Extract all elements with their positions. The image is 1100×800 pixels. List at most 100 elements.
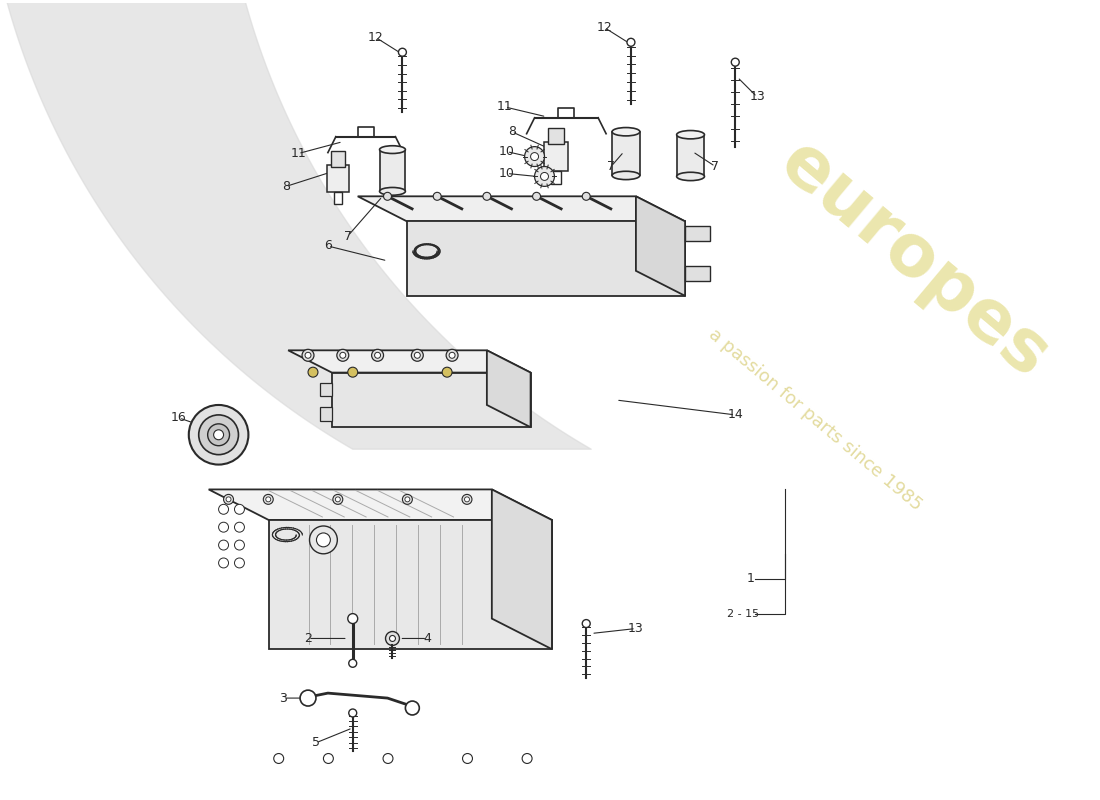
Circle shape: [522, 754, 532, 763]
Circle shape: [302, 350, 313, 362]
Ellipse shape: [379, 146, 406, 154]
Text: europes: europes: [766, 129, 1063, 394]
Circle shape: [333, 494, 343, 504]
Circle shape: [317, 533, 330, 547]
Circle shape: [447, 350, 458, 362]
Circle shape: [308, 367, 318, 377]
Bar: [612, 132, 640, 175]
Circle shape: [732, 58, 739, 66]
Circle shape: [234, 504, 244, 514]
Circle shape: [627, 38, 635, 46]
Text: 2: 2: [304, 632, 312, 645]
Circle shape: [274, 754, 284, 763]
Circle shape: [223, 494, 233, 504]
Ellipse shape: [612, 171, 640, 180]
Circle shape: [189, 405, 249, 465]
Circle shape: [464, 497, 470, 502]
Text: 7: 7: [607, 160, 615, 173]
Text: 10: 10: [498, 167, 515, 180]
Circle shape: [462, 494, 472, 504]
Circle shape: [389, 635, 396, 642]
Circle shape: [540, 173, 549, 181]
Polygon shape: [358, 196, 685, 222]
Circle shape: [219, 504, 229, 514]
Circle shape: [383, 754, 393, 763]
Circle shape: [349, 659, 356, 667]
Circle shape: [199, 415, 239, 454]
Polygon shape: [685, 226, 710, 242]
Text: 6: 6: [324, 239, 332, 253]
Circle shape: [462, 754, 473, 763]
Circle shape: [449, 352, 455, 358]
Bar: [544, 142, 569, 171]
Ellipse shape: [676, 130, 704, 139]
Circle shape: [219, 558, 229, 568]
Polygon shape: [209, 490, 552, 520]
Circle shape: [532, 192, 540, 200]
Polygon shape: [685, 266, 710, 281]
Text: 5: 5: [312, 736, 320, 750]
Circle shape: [323, 754, 333, 763]
Bar: [320, 407, 332, 422]
Circle shape: [405, 497, 410, 502]
Circle shape: [305, 352, 311, 358]
Circle shape: [375, 352, 381, 358]
Circle shape: [340, 352, 345, 358]
Circle shape: [398, 48, 406, 56]
Circle shape: [530, 153, 539, 161]
Circle shape: [433, 192, 441, 200]
Circle shape: [349, 709, 356, 717]
Bar: [379, 150, 406, 191]
Circle shape: [385, 631, 399, 646]
Polygon shape: [636, 196, 685, 296]
Circle shape: [219, 540, 229, 550]
Polygon shape: [407, 222, 685, 296]
Circle shape: [535, 166, 554, 186]
Circle shape: [406, 701, 419, 715]
Text: 7: 7: [712, 160, 719, 173]
Circle shape: [348, 614, 358, 623]
Circle shape: [300, 690, 316, 706]
Circle shape: [442, 367, 452, 377]
Circle shape: [348, 367, 358, 377]
Circle shape: [263, 494, 273, 504]
Text: 8: 8: [508, 126, 516, 138]
Circle shape: [336, 497, 340, 502]
Circle shape: [234, 558, 244, 568]
Circle shape: [525, 146, 544, 166]
Polygon shape: [268, 520, 552, 649]
Text: 13: 13: [749, 90, 764, 103]
Circle shape: [219, 522, 229, 532]
Ellipse shape: [612, 127, 640, 136]
Bar: [331, 150, 344, 166]
Polygon shape: [288, 350, 530, 373]
Circle shape: [415, 352, 420, 358]
Circle shape: [337, 350, 349, 362]
Circle shape: [372, 350, 384, 362]
Text: 16: 16: [170, 411, 187, 424]
Polygon shape: [492, 490, 552, 649]
Bar: [327, 165, 349, 192]
Text: a passion for parts since 1985: a passion for parts since 1985: [705, 326, 925, 514]
Bar: [320, 382, 332, 397]
Circle shape: [483, 192, 491, 200]
Circle shape: [213, 430, 223, 440]
Circle shape: [582, 192, 591, 200]
Circle shape: [226, 497, 231, 502]
Circle shape: [266, 497, 271, 502]
Text: 1: 1: [746, 572, 755, 586]
Text: 14: 14: [727, 409, 744, 422]
Polygon shape: [487, 350, 530, 427]
Circle shape: [234, 522, 244, 532]
Bar: [676, 134, 704, 177]
Text: 11: 11: [497, 100, 513, 114]
Polygon shape: [332, 373, 530, 427]
Circle shape: [309, 526, 338, 554]
Ellipse shape: [379, 187, 406, 195]
Text: 2 - 15: 2 - 15: [727, 609, 759, 618]
Circle shape: [582, 619, 591, 627]
Bar: [334, 192, 342, 204]
Text: 10: 10: [498, 145, 515, 158]
Bar: [549, 128, 564, 144]
Text: 12: 12: [367, 31, 384, 44]
